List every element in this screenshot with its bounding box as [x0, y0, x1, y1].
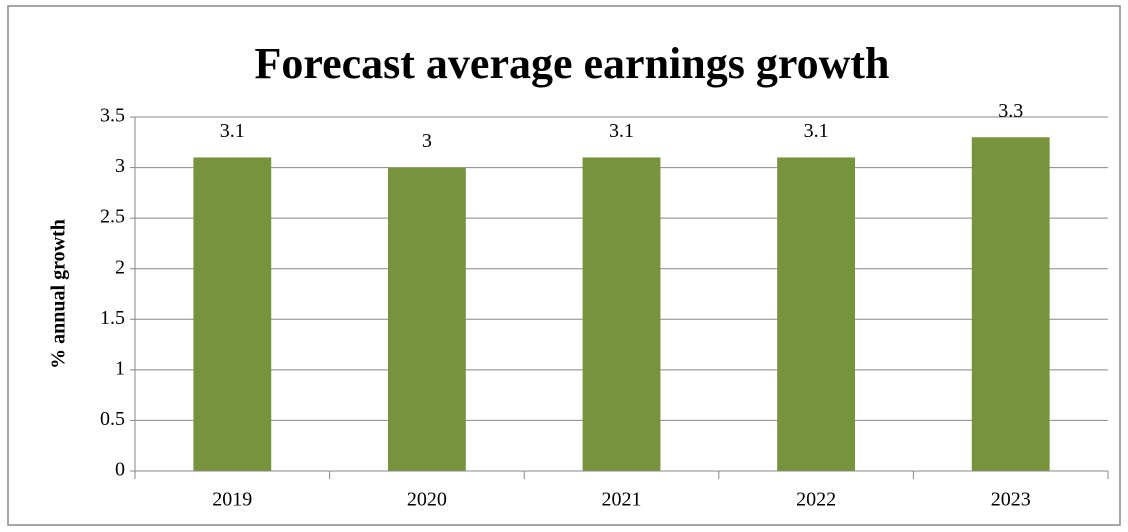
y-tick-label: 3.5	[100, 105, 125, 127]
y-tick-label: 0.5	[100, 408, 125, 430]
data-label: 3.1	[804, 120, 829, 142]
x-tick-label: 2023	[991, 489, 1031, 511]
bar	[777, 157, 856, 471]
chart-title: Forecast average earnings growth	[254, 39, 889, 88]
data-label: 3.1	[220, 120, 245, 142]
x-tick-label: 2019	[212, 489, 252, 511]
bar	[193, 157, 272, 471]
data-label: 3	[422, 130, 432, 152]
y-tick-label: 1.5	[100, 307, 125, 329]
bar	[971, 137, 1050, 471]
y-axis-label: % annual growth	[48, 219, 70, 369]
y-tick-label: 2	[115, 256, 125, 278]
x-tick-label: 2022	[796, 489, 836, 511]
y-tick-label: 1	[115, 357, 125, 379]
x-tick-label: 2021	[602, 489, 642, 511]
bar	[582, 157, 661, 471]
y-tick-label: 0	[115, 459, 125, 481]
y-tick-label: 2.5	[100, 206, 125, 228]
y-tick-label: 3	[115, 155, 125, 177]
data-label: 3.1	[609, 120, 634, 142]
x-tick-label: 2020	[407, 489, 447, 511]
chart-border	[7, 5, 1121, 526]
data-label: 3.3	[998, 100, 1023, 122]
bar	[387, 167, 466, 472]
